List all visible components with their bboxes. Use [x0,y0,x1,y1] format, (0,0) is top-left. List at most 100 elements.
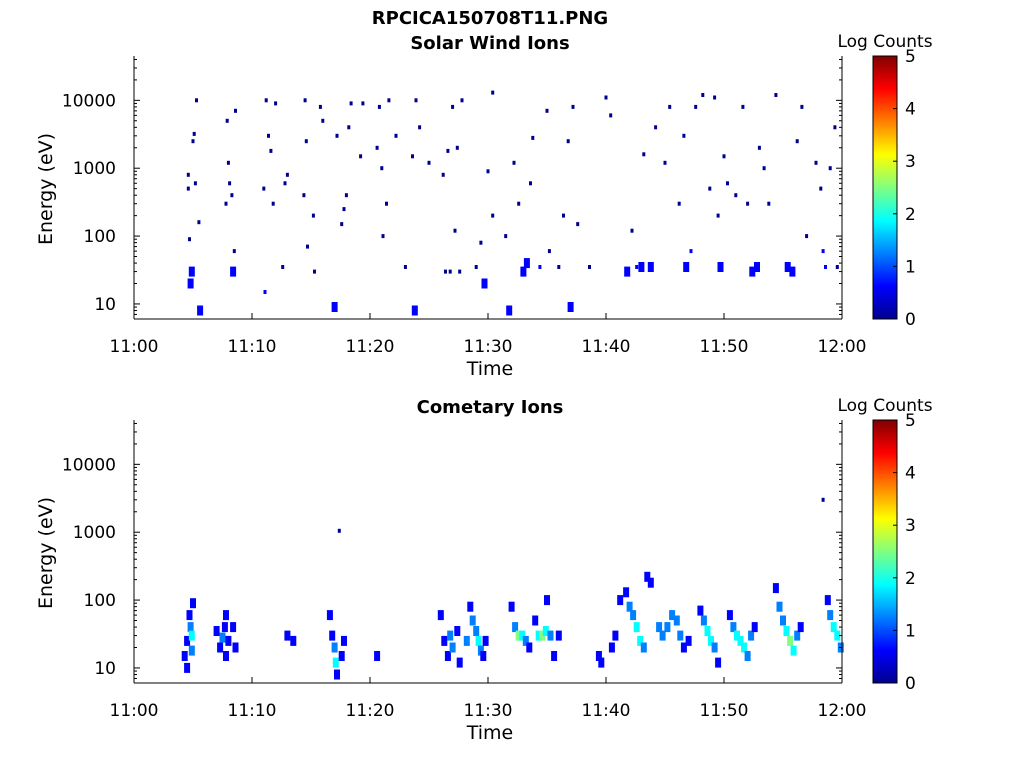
data-cell [734,630,740,641]
data-cell [656,622,663,633]
data-cell [313,269,316,274]
solar-wind-colorbar-label: Log Counts [837,32,932,52]
data-cell [446,148,450,153]
x-tick-label: 11:00 [110,701,159,721]
data-cell [595,651,602,661]
data-cell [228,181,232,186]
data-cell [225,635,232,646]
data-cell [824,595,831,606]
data-cell [449,642,456,653]
data-cell [475,635,482,646]
data-cell [403,265,407,269]
data-cell [711,642,718,653]
data-cell [482,635,489,646]
x-tick-label: 11:20 [346,337,395,357]
data-cell [694,104,698,109]
cometary-cells [181,497,844,680]
colorbar-tick-label: 0 [905,310,916,330]
data-cell [680,642,687,653]
data-cell [784,262,791,272]
data-cell [828,166,832,171]
y-tick-label: 100 [84,591,116,611]
data-cell [795,139,799,144]
data-cell [704,626,711,636]
data-cell [821,249,825,254]
data-cell [797,622,804,633]
data-cell [454,626,461,636]
data-cell [834,630,841,641]
data-cell [463,635,470,646]
data-cell [726,610,733,621]
data-cell [219,632,226,643]
data-cell [787,635,794,646]
data-cell [477,645,484,656]
data-cell [647,262,654,272]
data-cell [303,98,307,103]
data-cell [460,98,464,103]
data-cell [708,635,714,646]
solar-wind-y-axis-label: Energy (eV) [35,133,57,245]
y-tick-label: 1000 [73,159,116,179]
cometary-x-axis-label: Time [466,722,514,744]
data-cell [588,265,591,269]
data-cell [531,135,535,140]
data-cell [638,262,645,272]
data-cell [701,93,705,97]
data-cell [331,642,338,653]
data-cell [827,610,834,621]
data-cell [512,622,519,633]
data-cell [640,642,647,653]
x-tick-label: 11:20 [346,701,395,721]
data-cell [491,90,495,95]
data-cell [195,98,198,103]
data-cell [453,228,457,233]
data-cell [385,201,388,206]
data-cell [444,651,451,661]
colorbar-tick-label: 5 [905,47,916,67]
solar-wind-x-axis-label: Time [466,358,514,380]
data-cell [506,305,513,316]
data-cell [542,626,549,636]
data-cell [669,610,676,621]
data-cell [776,601,783,612]
data-cell [234,108,237,113]
data-cell [394,133,398,138]
data-cell [411,154,414,159]
data-cell [783,626,790,636]
data-cell [187,278,194,289]
data-cell [737,635,744,646]
solar-wind-plot-area [134,56,842,319]
colorbar-tick-label: 4 [905,100,916,120]
data-cell [306,244,309,249]
data-cell [469,615,476,626]
data-cell [284,630,291,641]
data-cell [190,598,196,609]
data-cell [311,213,315,218]
data-cell [512,160,516,165]
data-cell [673,615,680,626]
data-cell [230,266,237,277]
data-cell [780,615,786,626]
data-cell [835,265,839,269]
data-cell [529,181,532,186]
data-cell [744,651,751,661]
data-cell [545,108,549,113]
solar-wind-cells [186,90,839,316]
data-cell [184,635,191,646]
data-cell [612,630,619,641]
colorbar-tick-label: 3 [905,516,916,536]
data-cell [374,651,381,661]
y-tick-label: 10 [94,295,116,315]
data-cell [274,101,278,106]
data-cell [677,630,684,641]
data-cell [630,228,634,233]
data-cell [491,213,495,218]
cometary-panel-title: Cometary Ions [417,397,564,418]
data-cell [458,269,462,274]
data-cell [302,193,306,198]
data-cell [551,651,558,661]
data-cell [340,222,344,227]
x-tick-label: 11:00 [110,337,159,357]
data-cell [824,265,827,269]
data-cell [517,201,521,206]
